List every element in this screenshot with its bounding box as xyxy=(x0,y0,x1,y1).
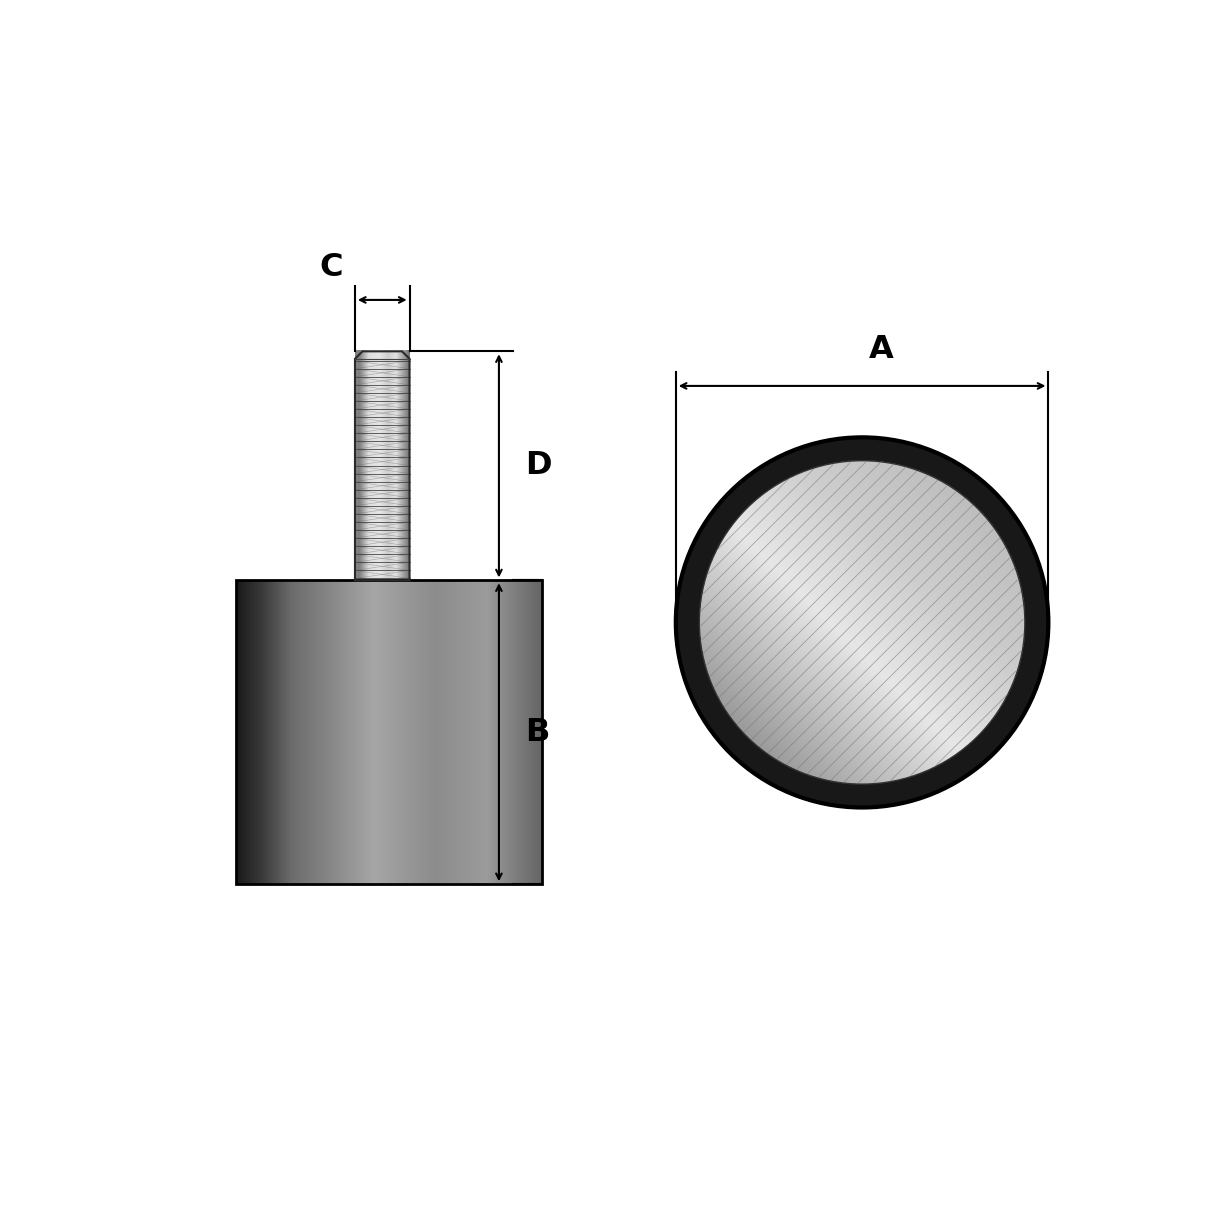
Text: B: B xyxy=(526,716,550,748)
Circle shape xyxy=(676,437,1049,807)
Text: C: C xyxy=(319,253,344,283)
Text: A: A xyxy=(868,334,894,365)
Text: D: D xyxy=(526,450,552,481)
